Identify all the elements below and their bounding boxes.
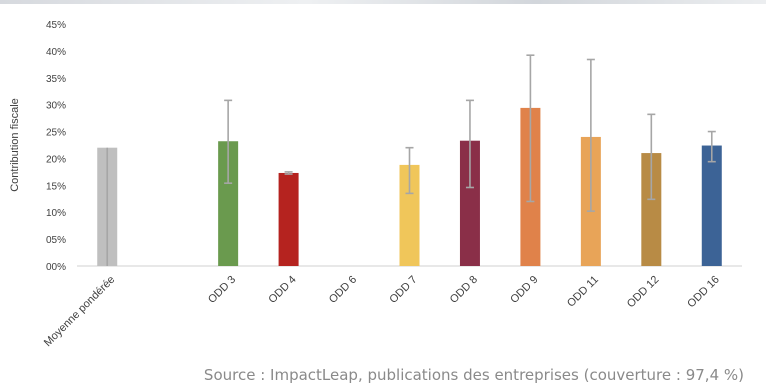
category-labels: Moyenne pondérée ODD 3 ODD 4 ODD 6 ODD 7 ODD … [42, 274, 722, 350]
category-label: Moyenne pondérée [42, 274, 118, 350]
category-label: ODD 3 [206, 274, 238, 306]
y-tick-label: 20% [46, 154, 66, 165]
y-axis-ticks: 00% 05% 10% 15% 20% 25% 30% 35% 40% 45% [46, 20, 66, 273]
y-tick-label: 40% [46, 47, 66, 58]
bars-group [97, 107, 722, 266]
y-tick-label: 15% [46, 181, 66, 192]
error-bar [647, 113, 656, 201]
bar [278, 172, 299, 266]
y-tick-label: 30% [46, 101, 66, 112]
y-axis-title: Contribution fiscale [9, 98, 21, 192]
y-tick-label: 10% [46, 208, 66, 219]
bar [459, 140, 480, 266]
category-label: ODD 4 [266, 274, 298, 306]
error-bar [224, 99, 233, 184]
error-bars-group [106, 54, 716, 266]
error-bar [526, 54, 535, 203]
error-bar [465, 99, 474, 189]
bar [641, 153, 662, 266]
y-tick-label: 45% [46, 20, 66, 31]
y-tick-label: 25% [46, 128, 66, 139]
bar [701, 145, 722, 266]
error-bar [586, 58, 595, 212]
y-tick-label: 00% [46, 262, 66, 273]
category-label: ODD 9 [508, 274, 540, 306]
category-label: ODD 12 [625, 274, 662, 311]
bar [399, 164, 420, 266]
category-label: ODD 6 [327, 274, 359, 306]
category-label: ODD 7 [387, 274, 419, 306]
error-bar [405, 146, 414, 195]
top-decorative-band [0, 0, 766, 4]
category-label: ODD 16 [685, 274, 722, 311]
y-tick-label: 05% [46, 235, 66, 246]
y-tick-label: 35% [46, 74, 66, 85]
category-label: ODD 8 [448, 274, 480, 306]
error-bar [707, 130, 716, 163]
source-note: Source : ImpactLeap, publications des en… [203, 366, 744, 384]
category-label: ODD 11 [565, 274, 601, 310]
bar [218, 141, 239, 266]
error-bar [284, 171, 293, 175]
